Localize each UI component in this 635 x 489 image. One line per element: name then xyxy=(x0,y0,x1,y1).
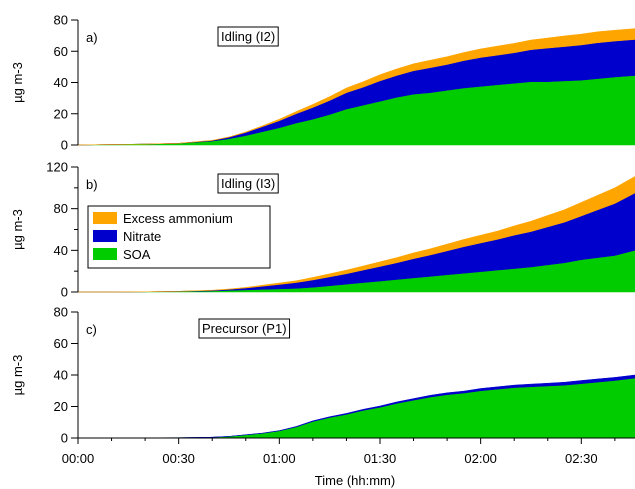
legend: Excess ammonium Nitrate SOA xyxy=(87,205,271,269)
y-tick-label: 40 xyxy=(54,368,68,383)
y-tick-label: 60 xyxy=(54,44,68,59)
panel-title-box xyxy=(217,26,279,47)
legend-swatch-nitrate xyxy=(93,230,117,242)
y-axis-label: µg m-3 xyxy=(10,209,25,250)
y-tick-label: 40 xyxy=(54,75,68,90)
x-axis: 00:00 00:30 01:00 01:30 02:00 02:30 xyxy=(62,437,635,466)
y-tick-label: 120 xyxy=(46,160,68,175)
y-tick-label: 0 xyxy=(61,431,68,446)
panel-1: 0 20 40 60 80 µg m-3 a) Idling (I2) xyxy=(10,13,635,153)
y-axis-label: µg m-3 xyxy=(10,62,25,103)
legend-box xyxy=(87,205,271,269)
legend-label-nitrate: Nitrate xyxy=(123,229,161,244)
panel-title-box xyxy=(217,173,279,194)
panel-2: 0 40 80 120 µg m-3 b) Idling (I3) xyxy=(10,160,635,300)
x-axis-label: Time (hh:mm) xyxy=(315,473,395,488)
legend-label-excess-ammonium: Excess ammonium xyxy=(123,211,233,226)
legend-swatch-excess-ammonium xyxy=(93,212,117,224)
area-nitrate xyxy=(78,374,635,439)
panel-title: Idling (I3) xyxy=(221,176,275,191)
y-axis-label: µg m-3 xyxy=(10,355,25,396)
y-tick-label: 20 xyxy=(54,399,68,414)
panel-3: 0 20 40 60 80 µg m-3 c) Precursor (P1) xyxy=(10,305,635,446)
x-tick-label: 02:00 xyxy=(464,451,497,466)
panel-title: Precursor (P1) xyxy=(202,321,287,336)
x-tick-label: 02:30 xyxy=(565,451,598,466)
legend-swatch-soa xyxy=(93,248,117,260)
x-tick-label: 00:00 xyxy=(62,451,95,466)
panel-label: c) xyxy=(86,322,97,337)
area-excess-ammonium xyxy=(77,28,635,146)
x-tick-label: 01:00 xyxy=(263,451,296,466)
area-soa xyxy=(78,377,635,439)
y-tick-label: 80 xyxy=(54,13,68,28)
chart-panels: 0 20 40 60 80 µg m-3 a) Idling (I2) 0 40 80 120 µg m… xyxy=(10,13,635,466)
y-tick-label: 0 xyxy=(61,138,68,153)
y-tick-label: 0 xyxy=(61,285,68,300)
panel-title-box xyxy=(198,318,291,339)
x-tick-label: 01:30 xyxy=(364,451,397,466)
panel-label: b) xyxy=(86,177,98,192)
area-excess-ammonium xyxy=(78,176,635,293)
y-tick-label: 20 xyxy=(54,106,68,121)
y-tick-label: 80 xyxy=(54,305,68,320)
y-tick-label: 80 xyxy=(54,201,68,216)
y-tick-label: 40 xyxy=(54,243,68,258)
x-tick-label: 00:30 xyxy=(162,451,195,466)
y-tick-label: 60 xyxy=(54,336,68,351)
panel-title: Idling (I2) xyxy=(221,29,275,44)
legend-label-soa: SOA xyxy=(123,247,151,262)
panel-label: a) xyxy=(86,30,98,45)
